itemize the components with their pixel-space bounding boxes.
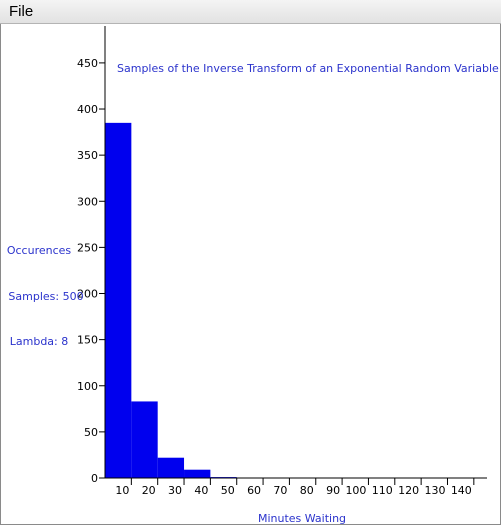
y-tick-label-50: 50 [84, 426, 98, 439]
x-ticks-group: 10 20 30 40 50 60 70 80 90 100 110 120 130 140 [115, 478, 475, 497]
bars-group [105, 122, 237, 478]
x-tick-label-60: 60 [247, 484, 261, 497]
x-tick-label-40: 40 [194, 484, 208, 497]
bar-20 [131, 401, 158, 478]
samples-label: Samples: 500 [8, 290, 83, 303]
y-tick-label-250: 250 [77, 241, 98, 254]
x-tick-label-70: 70 [273, 484, 287, 497]
x-tick-label-140: 140 [451, 484, 472, 497]
x-tick-label-110: 110 [372, 484, 393, 497]
x-tick-label-30: 30 [168, 484, 182, 497]
axes-group [104, 26, 487, 479]
lambda-label: Lambda: 8 [10, 335, 69, 348]
bar-10 [105, 122, 132, 478]
menu-bar: File [0, 0, 501, 24]
x-tick-label-90: 90 [326, 484, 340, 497]
y-tick-label-200: 200 [77, 288, 98, 301]
x-tick-label-20: 20 [142, 484, 156, 497]
bar-40 [184, 469, 211, 478]
x-tick-label-100: 100 [345, 484, 366, 497]
y-tick-label-0: 0 [91, 472, 98, 485]
y-tick-label-150: 150 [77, 334, 98, 347]
y-axis-label: Occurences [7, 244, 72, 257]
y-tick-label-400: 400 [77, 103, 98, 116]
y-tick-label-300: 300 [77, 195, 98, 208]
x-tick-label-130: 130 [424, 484, 445, 497]
y-tick-label-350: 350 [77, 149, 98, 162]
x-tick-label-10: 10 [115, 484, 129, 497]
bar-30 [157, 457, 185, 478]
x-tick-label-80: 80 [300, 484, 314, 497]
chart-title: Samples of the Inverse Transform of an E… [117, 62, 499, 75]
x-tick-label-50: 50 [221, 484, 235, 497]
y-tick-label-450: 450 [77, 57, 98, 70]
y-tick-label-100: 100 [77, 380, 98, 393]
y-ticks-group: 0 50 100 150 200 250 300 350 400 450 [77, 57, 105, 485]
histogram-chart: 0 50 100 150 200 250 300 350 400 450 10 20 30 40 50 60… [7, 26, 499, 525]
x-axis-label: Minutes Waiting [258, 512, 346, 525]
x-tick-label-120: 120 [398, 484, 419, 497]
file-menu[interactable]: File [9, 3, 34, 20]
